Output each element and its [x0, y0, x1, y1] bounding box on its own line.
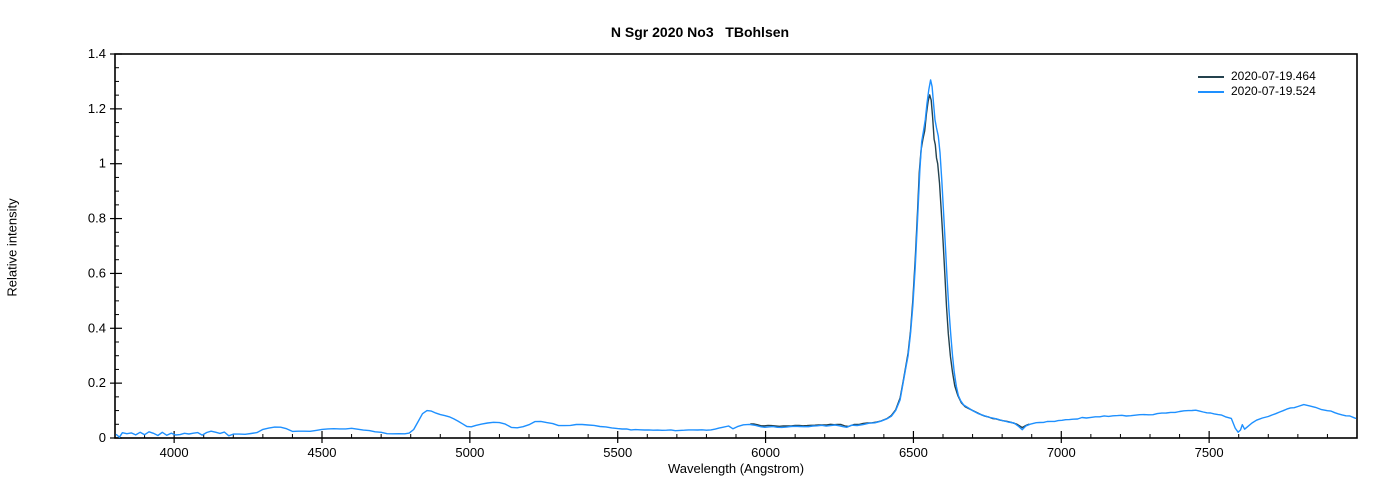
x-tick-label: 6000: [751, 445, 780, 460]
legend: 2020-07-19.464 2020-07-19.524: [1198, 69, 1316, 99]
x-tick-label: 7500: [1195, 445, 1224, 460]
x-tick-label: 4500: [308, 445, 337, 460]
plot-border: [114, 53, 1358, 439]
y-tick-label: 0.4: [88, 320, 106, 335]
y-tick-label: 1: [99, 156, 106, 171]
chart-title: N Sgr 2020 No3 TBohlsen: [610, 24, 790, 40]
y-tick-label: 1.4: [88, 46, 106, 61]
y-axis-label: Relative intensity: [4, 198, 20, 297]
y-tick-label: 0.8: [88, 211, 106, 226]
legend-label-2: 2020-07-19.524: [1231, 84, 1316, 98]
legend-entry-1: 2020-07-19.464: [1198, 69, 1316, 84]
x-tick-label: 7000: [1047, 445, 1076, 460]
legend-line-swatch-dark: [1198, 75, 1224, 78]
spectrum-series-2020-07-19.464: [750, 94, 1030, 429]
y-tick-label: 1.2: [88, 101, 106, 116]
x-tick-label: 4000: [160, 445, 189, 460]
legend-line-swatch-blue: [1198, 90, 1224, 93]
x-tick-label: 6500: [899, 445, 928, 460]
legend-label-1: 2020-07-19.464: [1231, 69, 1316, 83]
y-tick-label: 0.2: [88, 375, 106, 390]
y-tick-label: 0.6: [88, 265, 106, 280]
x-axis-label: Wavelength (Angstrom): [667, 461, 805, 476]
spectrum-series-2020-07-19.524: [115, 79, 1357, 438]
x-tick-label: 5500: [603, 445, 632, 460]
y-tick-label: 0: [99, 430, 106, 445]
x-tick-label: 5000: [455, 445, 484, 460]
legend-entry-2: 2020-07-19.524: [1198, 84, 1316, 99]
